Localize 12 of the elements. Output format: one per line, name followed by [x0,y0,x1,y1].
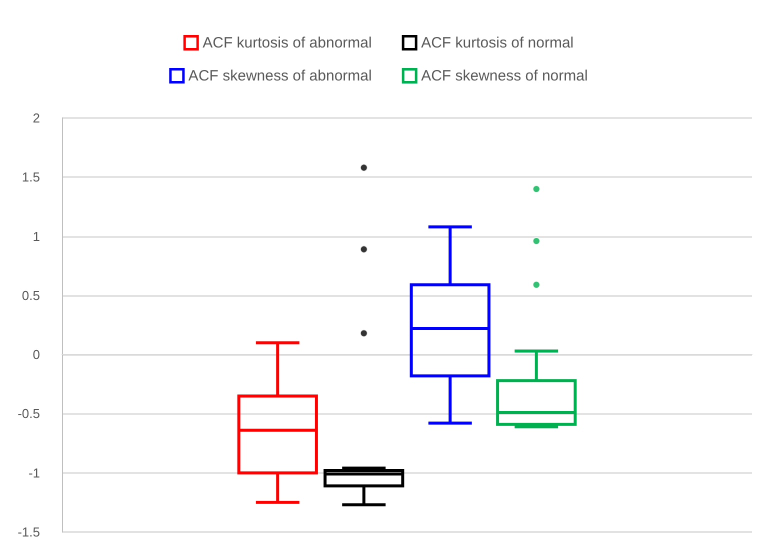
y-tick-label: -1 [28,465,40,480]
y-tick-label: 0.5 [22,288,40,303]
legend-label: ACF skewness of normal [421,67,588,84]
legend-label: ACF kurtosis of abnormal [202,34,372,52]
y-tick-label: 1.5 [22,170,40,185]
y-tick-label: 1 [32,228,40,244]
y-tick-label: 2 [32,110,40,126]
legend-label: ACF skewness of abnormal [188,67,372,84]
y-tick-label: -1.5 [18,524,40,540]
legend-label: ACF kurtosis of normal [421,34,574,52]
y-tick-label: -0.5 [18,406,40,422]
y-tick-label: 0 [32,347,40,362]
